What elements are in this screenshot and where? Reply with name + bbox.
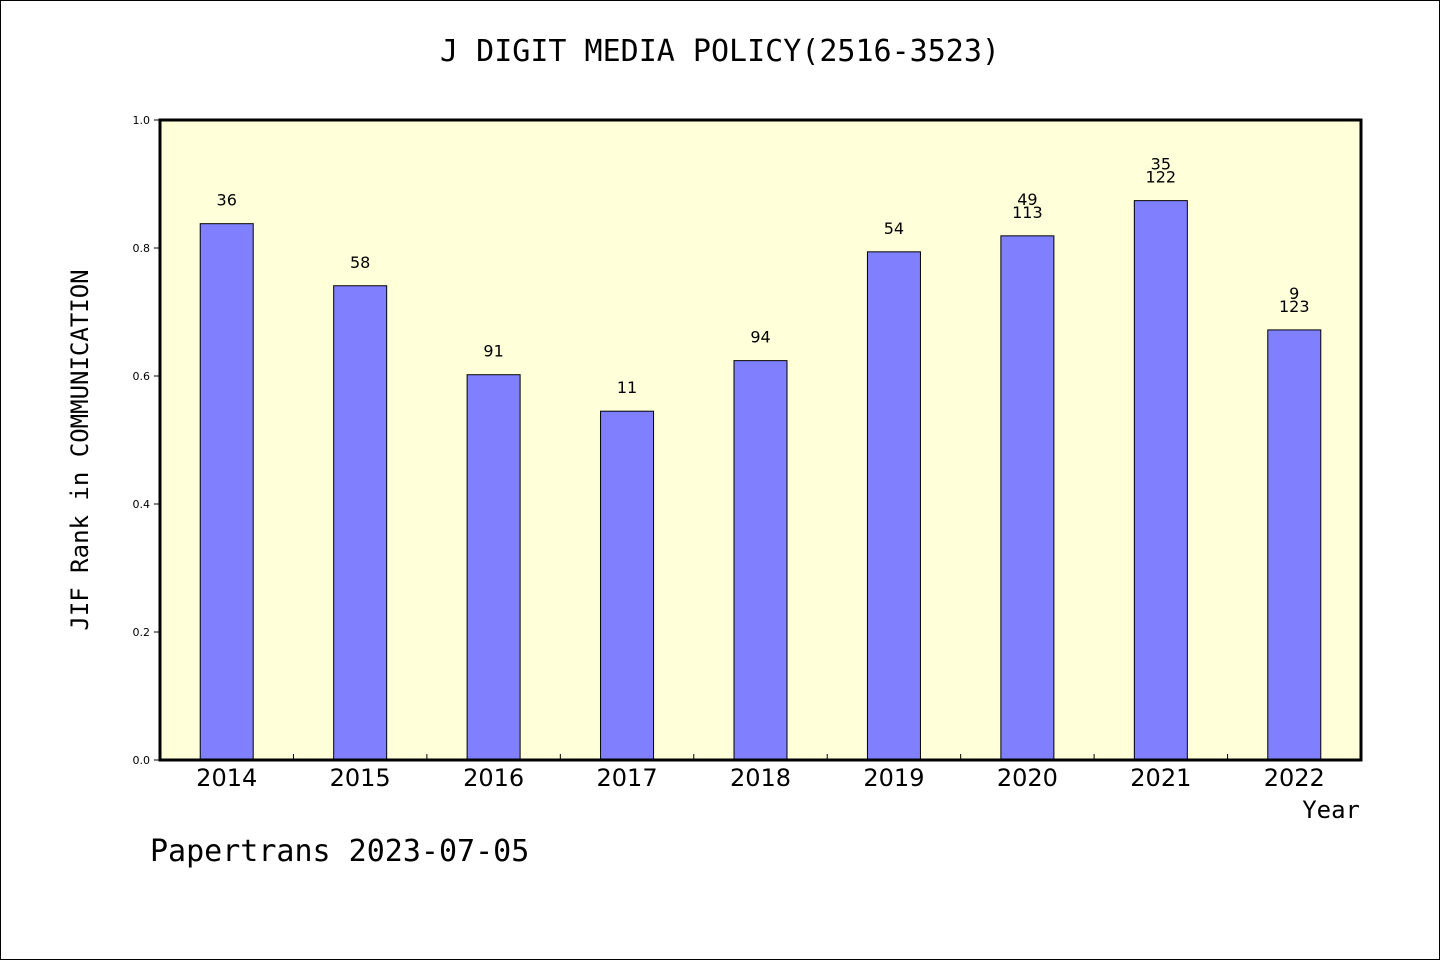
y-tick-label: 0.8 [133, 242, 151, 255]
bar-value-label: 54 [884, 219, 904, 238]
y-tick-label: 0.2 [133, 626, 151, 639]
footer-stamp: Papertrans 2023-07-05 [150, 834, 530, 869]
bar-value-label: 94 [750, 328, 770, 347]
bar-value-label: 123 [1279, 297, 1310, 316]
bar-2018 [733, 360, 788, 761]
y-tick-label: 1.0 [133, 114, 151, 127]
bar-value-label: 35 [1151, 155, 1171, 174]
bar-2022 [1267, 329, 1322, 761]
y-tick-label: 0.0 [133, 754, 151, 767]
x-tick-label: 2017 [597, 764, 658, 792]
bar-2015 [333, 285, 388, 761]
bar-2021 [1133, 200, 1188, 761]
bar-value-label: 9 [1289, 284, 1299, 303]
bar-2014 [199, 223, 254, 761]
bar-2017 [600, 410, 655, 761]
x-tick-label: 2019 [863, 764, 924, 792]
plot-border [158, 118, 1363, 762]
y-tick-label: 0.4 [133, 498, 151, 511]
chart-title: J DIGIT MEDIA POLICY(2516-3523) [440, 34, 1000, 69]
x-tick-label: 2016 [463, 764, 524, 792]
x-tick-label: 2020 [997, 764, 1058, 792]
bar-value-label: 91 [483, 342, 503, 361]
x-tick-label: 2018 [730, 764, 791, 792]
bar-value-label: 58 [350, 253, 370, 272]
bar-value-label: 49 [1017, 190, 1037, 209]
bar-2020 [1000, 235, 1055, 761]
y-tick-label: 0.6 [133, 370, 151, 383]
x-tick-label: 2015 [330, 764, 391, 792]
x-tick-label: 2022 [1264, 764, 1325, 792]
bar-value-label: 36 [217, 191, 237, 210]
x-tick-label: 2014 [196, 764, 257, 792]
bar-2016 [466, 374, 521, 761]
bar-value-label: 113 [1012, 203, 1043, 222]
x-tick-label: 2021 [1130, 764, 1191, 792]
bar-value-label: 122 [1146, 168, 1177, 187]
bar-value-label: 11 [617, 378, 637, 397]
x-axis-label: Year [1302, 796, 1360, 824]
bar-2019 [866, 251, 921, 761]
